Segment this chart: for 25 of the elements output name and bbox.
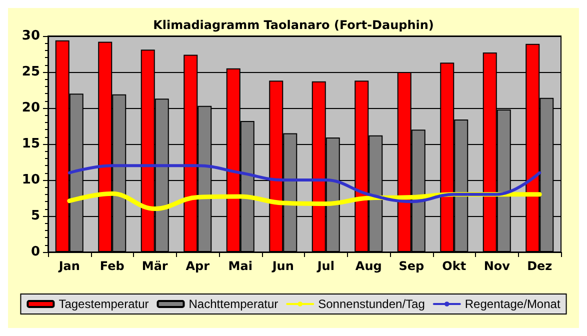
legend-label: Regentage/Monat bbox=[464, 297, 561, 311]
x-tick-label: Mär bbox=[142, 259, 168, 273]
y-tick-label: 5 bbox=[30, 208, 40, 224]
x-tick-label: Sep bbox=[398, 259, 424, 273]
x-tick-label: Dez bbox=[527, 259, 552, 273]
y-tick-label: 30 bbox=[22, 28, 40, 44]
legend-label: Sonnenstunden/Tag bbox=[318, 297, 425, 311]
y-tick-label: 25 bbox=[22, 64, 40, 80]
y-tick-label: 0 bbox=[30, 244, 40, 260]
line-series bbox=[68, 164, 542, 204]
x-tick-label: Mai bbox=[228, 259, 252, 273]
legend-label: Nachttemperatur bbox=[188, 297, 278, 311]
x-tick-label: Nov bbox=[484, 259, 510, 273]
y-tick-label: 15 bbox=[22, 136, 40, 152]
x-tick-label: Okt bbox=[442, 259, 466, 273]
x-tick-label: Apr bbox=[186, 259, 210, 273]
chart-title: Klimadiagramm Taolanaro (Fort-Dauphin) bbox=[153, 18, 434, 32]
x-tick-label: Jun bbox=[271, 259, 294, 273]
x-tick-label: Aug bbox=[355, 259, 382, 273]
x-tick-label: Jan bbox=[58, 259, 80, 273]
x-tick-label: Jul bbox=[316, 259, 334, 273]
x-tick-label: Feb bbox=[100, 259, 125, 273]
y-tick-label: 20 bbox=[22, 100, 40, 116]
y-tick-label: 10 bbox=[22, 172, 40, 188]
legend-label: Tagestemperatur bbox=[58, 297, 149, 311]
